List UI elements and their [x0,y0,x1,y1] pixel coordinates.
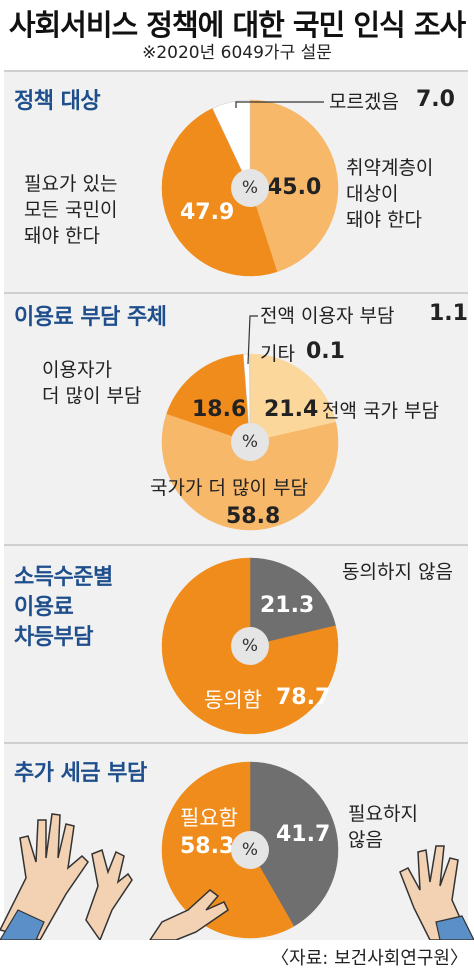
panel-policy-target: 정책 대상 모르겠음 7.0 취약계층이 대상이 돼야 한다 필요가 있는 모든… [4,70,468,292]
pie-slice-2 [212,99,251,189]
panel-fee-burden: 이용료 부담 주체 전액 이용자 부담 1.1 기타 0.1 이용자가 더 많이… [4,292,468,544]
label-need-not-1: 필요하지 [348,803,418,825]
label-state-more: 국가가 더 많이 부담 [150,477,308,499]
pie-slice-0 [249,761,339,927]
value-etc: 0.1 [306,339,345,364]
panel-income-differential: 소득수준별 이용료 차등부담 동의하지 않음 21.3 % 동의함 78.7 [4,544,468,742]
value-unknown: 7.0 [416,87,455,112]
value-all-citizens: 47.9 [180,200,235,225]
panel-additional-tax: 추가 세금 부담 필요하지 않음 41.7 필요함 58.3 % [4,742,468,940]
percent-badge: % [231,627,269,665]
label-user-more-1: 이용자가 [42,359,112,381]
label-full-state: 전액 국가 부담 [322,400,439,422]
hand-mid-left-icon [85,848,133,940]
leader-line-unknown [235,101,324,108]
label-disagree: 동의하지 않음 [342,561,453,583]
source-note: 〈자료: 보건사회연구원〉 [271,948,468,969]
label-vulnerable-1: 취약계층이 [346,157,434,179]
sleeve-right-icon [435,915,474,940]
label-need-not-2: 않음 [348,829,383,851]
label-user-more-2: 더 많이 부담 [42,385,142,407]
value-full-state: 21.4 [264,397,319,422]
value-need: 58.3 [180,834,235,859]
pie-slice-0 [249,557,336,647]
pie-fee-burden [161,353,339,531]
sleeve-left-icon [0,909,45,940]
label-vulnerable-3: 돼야 한다 [346,209,422,231]
value-full-user: 1.1 [429,301,468,326]
hand-right-icon [399,845,471,940]
pie-slice-0 [249,99,339,273]
section-title-1: 소득수준별 [14,565,113,590]
label-all-citizens-3: 돼야 한다 [24,225,100,247]
infographic-subtitle: ※2020년 6049가구 설문 [142,43,332,63]
label-vulnerable-2: 대상이 [346,183,399,205]
percent-badge: % [231,423,269,461]
value-disagree: 21.3 [260,593,315,618]
hands-illustration [0,813,474,940]
pie-slice-1 [161,108,278,277]
pie-slice-0 [249,353,337,443]
pie-slice-1 [161,761,295,939]
pie-slice-1 [161,413,339,531]
label-unknown: 모르겠음 [329,91,399,113]
pie-slice-2 [166,353,251,443]
hand-center-icon [149,889,229,940]
value-need-not: 41.7 [276,822,331,847]
section-title: 이용료 부담 주체 [14,305,167,330]
value-agree: 78.7 [276,685,331,710]
pie-additional-tax [161,761,339,939]
leader-line-full-user [247,315,258,365]
label-agree: 동의함 [204,688,262,712]
percent-badge: % [231,169,269,207]
leader-lines [235,101,324,108]
percent-badge: % [231,831,269,869]
section-title: 정책 대상 [14,89,101,114]
infographic-title: 사회서비스 정책에 대한 국민 인식 조사 [8,8,466,42]
label-etc: 기타 [260,343,295,365]
label-need: 필요함 [180,806,238,830]
leader-lines [247,315,258,365]
label-all-citizens-2: 모든 국민이 [24,199,118,221]
label-all-citizens-1: 필요가 있는 [24,173,118,195]
section-title-3: 차등부담 [14,625,93,650]
value-user-more: 18.6 [192,397,247,422]
pie-slice-4 [249,353,251,443]
value-state-more: 58.8 [226,504,281,529]
section-title-2: 이용료 [14,595,74,620]
hand-left-icon [0,813,89,940]
value-vulnerable: 45.0 [267,175,322,200]
label-full-user: 전액 이용자 부담 [260,305,395,327]
pie-policy-target [161,99,339,277]
section-title: 추가 세금 부담 [14,761,147,786]
